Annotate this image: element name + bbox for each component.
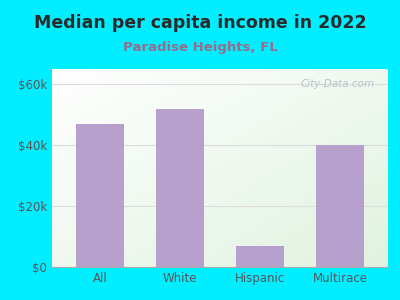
Bar bbox=[316, 145, 364, 267]
Bar bbox=[156, 109, 204, 267]
Text: City-Data.com: City-Data.com bbox=[300, 79, 374, 89]
Text: Paradise Heights, FL: Paradise Heights, FL bbox=[123, 40, 277, 53]
Text: Median per capita income in 2022: Median per capita income in 2022 bbox=[34, 14, 366, 32]
Bar bbox=[76, 124, 124, 267]
Bar bbox=[236, 246, 284, 267]
